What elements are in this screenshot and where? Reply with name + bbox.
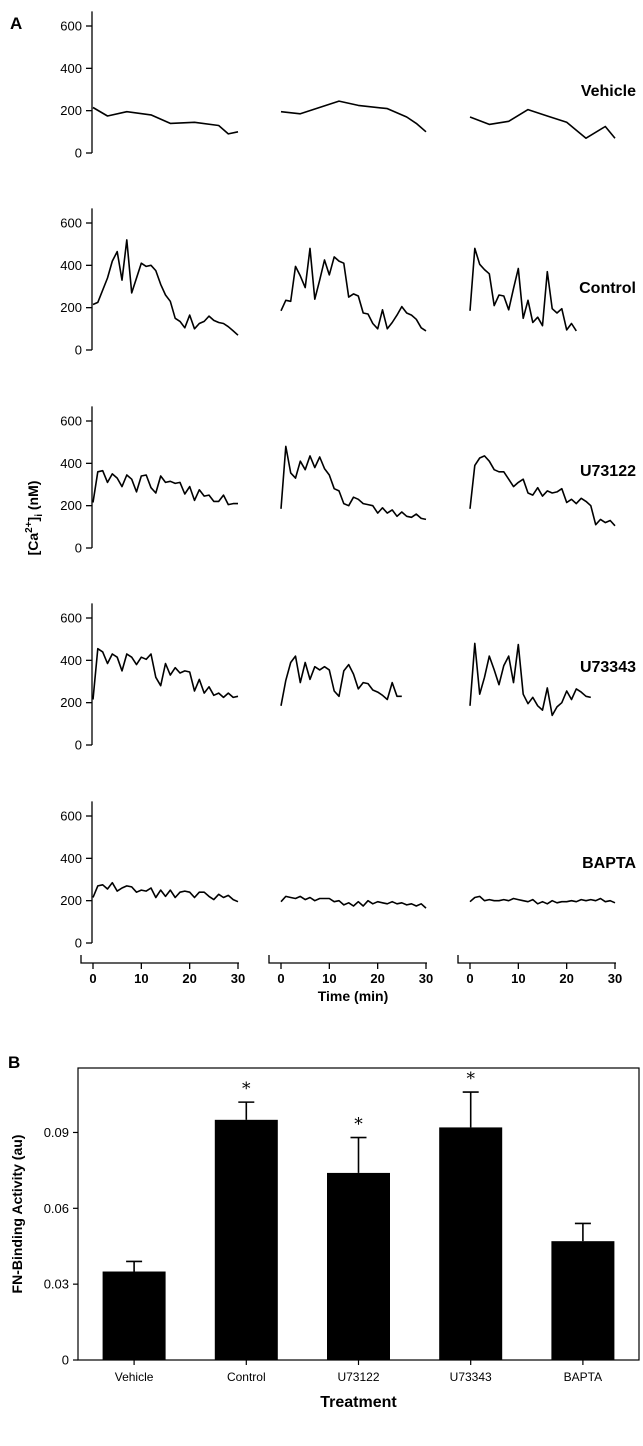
trace-u73122-1: [92, 469, 238, 506]
panel-b: 0 0.03 0.06 0.09 Vehicle Control * U73122 * U7334…: [9, 1067, 640, 1411]
trace-vehicle-1: [92, 106, 239, 135]
y-tick-label: 200: [60, 695, 82, 710]
y-tick-label: 400: [60, 851, 82, 866]
bar-u73122: [327, 1172, 390, 1360]
y-tick-label: 0: [75, 541, 82, 556]
y-tick-label: 400: [60, 456, 82, 471]
x-axis-line: [457, 955, 616, 964]
trace-bapta-3: [469, 895, 616, 905]
row-label: Control: [579, 280, 636, 297]
x-axis-line: [80, 955, 239, 964]
x-axis-title: Treatment: [320, 1394, 397, 1411]
y-tick-label: 0: [62, 1353, 69, 1368]
x-tick-label: 10: [322, 971, 336, 986]
y-tick-label: 0: [75, 343, 82, 358]
x-tick-label: 0: [466, 971, 473, 986]
y-tick-label: 0.06: [44, 1201, 69, 1216]
y-tick-label: 400: [60, 61, 82, 76]
trace-control-3: [469, 247, 577, 332]
row-label: BAPTA: [582, 855, 636, 872]
trace-u73343-2: [280, 655, 402, 706]
significance-marker: *: [242, 1079, 251, 1099]
bar-control: [214, 1119, 278, 1360]
trace-u73343-3: [469, 642, 591, 717]
x-tick-label: U73122: [337, 1370, 379, 1384]
panel-a-label: A: [10, 14, 23, 33]
trace-u73122-3: [469, 455, 616, 527]
x-tick-label: 10: [511, 971, 525, 986]
y-tick-label: 600: [60, 611, 82, 626]
bar-vehicle: [102, 1271, 166, 1360]
x-axis-line: [268, 955, 427, 964]
y-tick-label: 0: [75, 936, 82, 951]
y-tick-label: 600: [60, 216, 82, 231]
y-tick-label: 400: [60, 258, 82, 273]
row-label: Vehicle: [581, 83, 636, 100]
x-axis-title: Time (min): [318, 988, 389, 1004]
x-tick-label: 0: [89, 971, 96, 986]
x-tick-label: 30: [419, 971, 433, 986]
x-tick-label: Vehicle: [115, 1370, 154, 1384]
y-axis-title: FN-Binding Activity (au): [9, 1135, 25, 1294]
significance-marker: *: [354, 1115, 363, 1135]
trace-u73122-2: [280, 445, 427, 521]
trace-control-2: [280, 247, 427, 332]
y-axis-title: [Ca2+]i (nM): [24, 481, 45, 556]
y-tick-label: 200: [60, 893, 82, 908]
row-label: U73343: [580, 659, 636, 676]
y-tick-label: 600: [60, 414, 82, 429]
y-tick-label: 200: [60, 498, 82, 513]
trace-u73343-1: [92, 647, 239, 700]
x-tick-label: Control: [227, 1370, 266, 1384]
y-tick-label: 200: [60, 103, 82, 118]
x-tick-label: 30: [231, 971, 245, 986]
x-tick-label: U73343: [450, 1370, 492, 1384]
x-tick-label: BAPTA: [564, 1370, 602, 1384]
x-tick-label: 20: [370, 971, 384, 986]
x-tick-label: 20: [559, 971, 573, 986]
panel-a: 0200400600Vehicle0200400600Control020040…: [24, 11, 636, 1004]
y-tick-label: 200: [60, 300, 82, 315]
trace-vehicle-2: [280, 100, 427, 133]
x-tick-label: 20: [182, 971, 196, 986]
y-tick-label: 0: [75, 146, 82, 161]
x-tick-label: 30: [608, 971, 622, 986]
significance-marker: *: [466, 1069, 475, 1089]
row-label: U73122: [580, 463, 636, 480]
y-tick-label: 0.09: [44, 1125, 69, 1140]
y-tick-label: 0: [75, 738, 82, 753]
x-tick-label: 10: [134, 971, 148, 986]
y-tick-label: 600: [60, 19, 82, 34]
trace-vehicle-3: [469, 108, 616, 139]
y-tick-label: 600: [60, 809, 82, 824]
trace-control-1: [92, 239, 239, 336]
y-tick-label: 0.03: [44, 1277, 69, 1292]
bar-u73343: [439, 1127, 503, 1360]
y-tick-label: 400: [60, 653, 82, 668]
panel-b-label: B: [8, 1053, 21, 1072]
trace-bapta-2: [280, 895, 427, 909]
trace-bapta-1: [92, 881, 239, 903]
x-tick-label: 0: [277, 971, 284, 986]
bar-bapta: [551, 1241, 615, 1360]
